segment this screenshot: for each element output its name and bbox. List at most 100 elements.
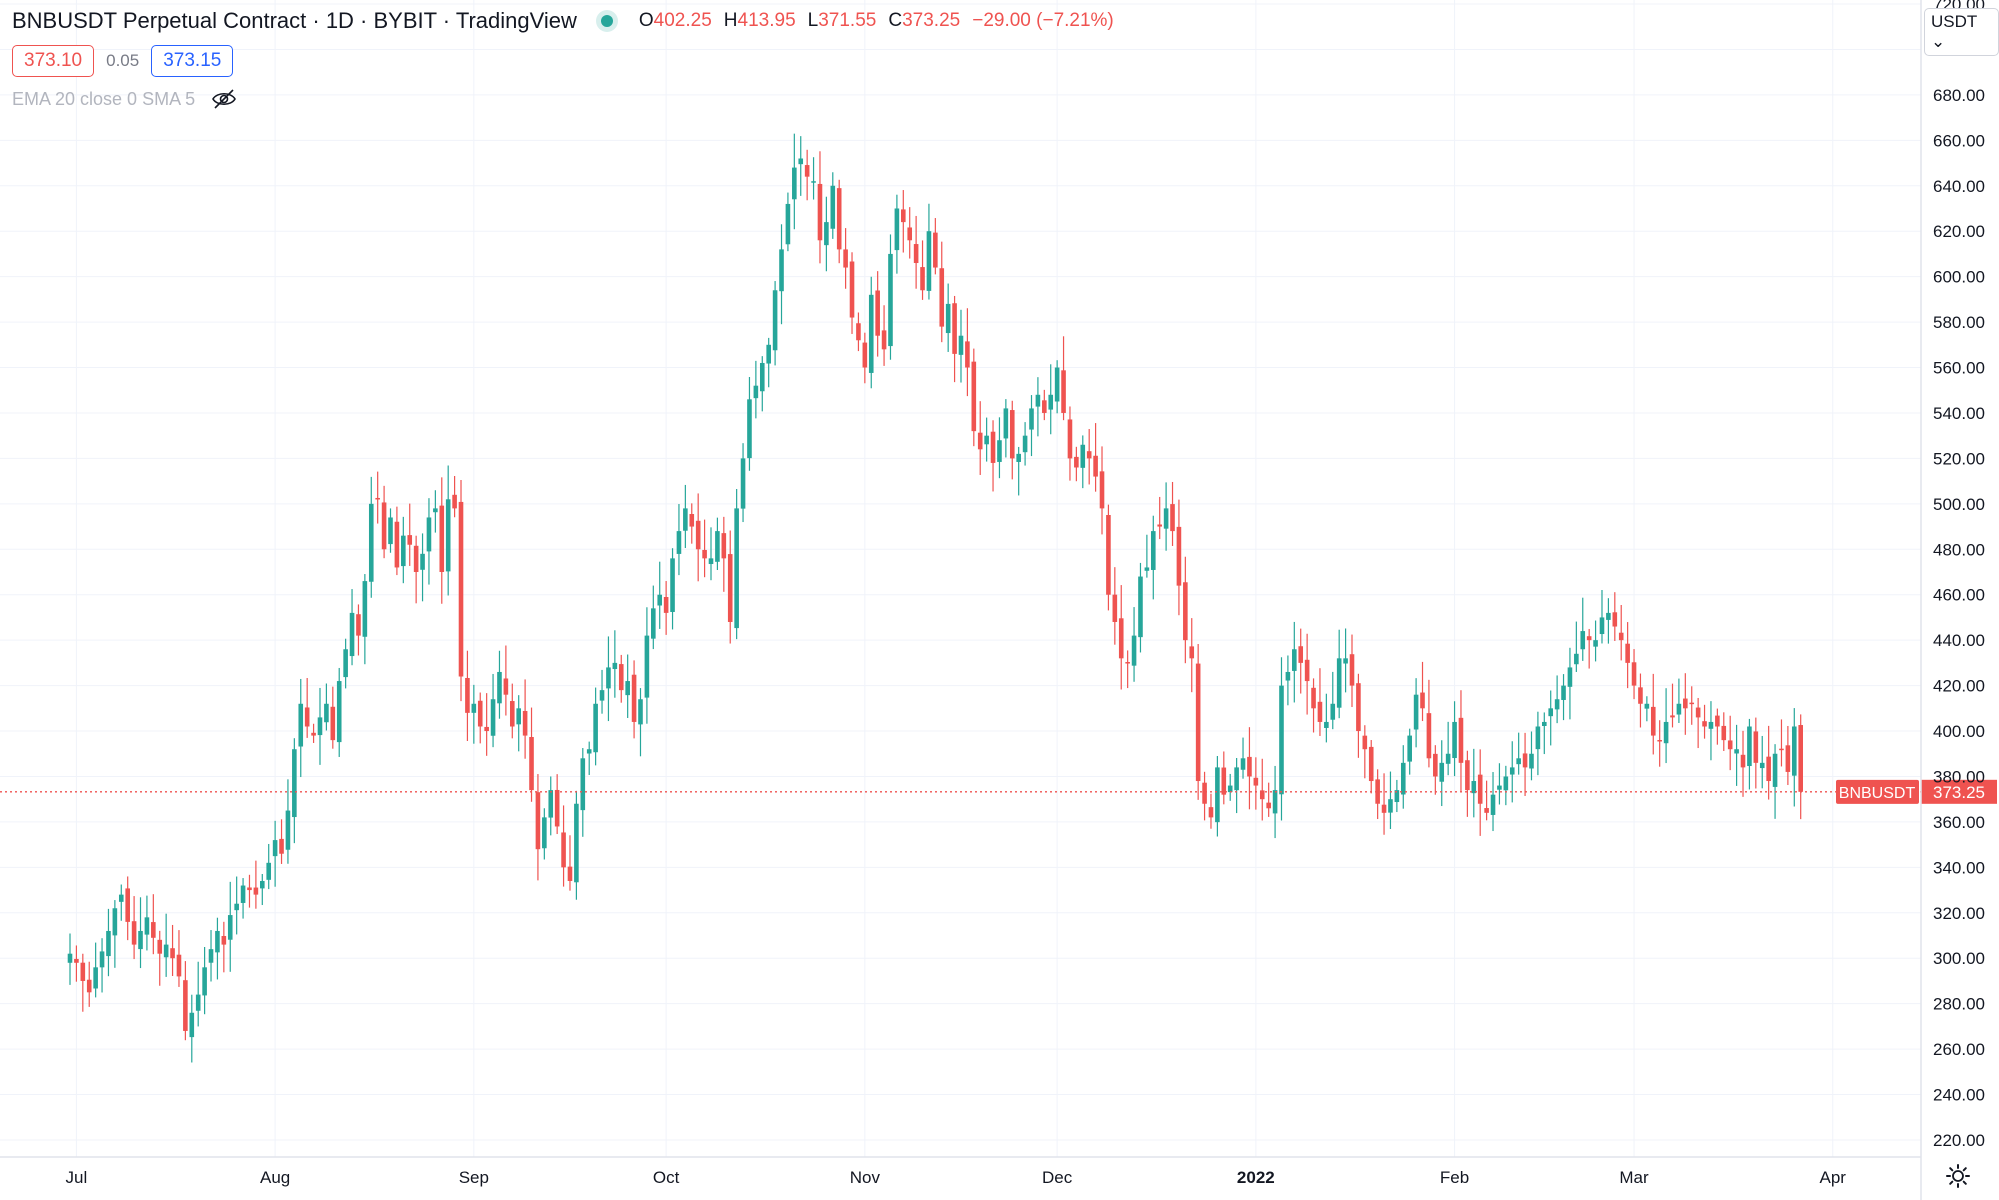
candle-body: [388, 517, 393, 545]
candle: [1157, 496, 1162, 540]
last-price-tag-label: 373.25: [1933, 783, 1985, 802]
x-tick-label: 2022: [1237, 1168, 1275, 1187]
candle: [875, 271, 880, 357]
candle-body: [631, 674, 637, 722]
candle-body: [1292, 649, 1297, 671]
candle: [311, 723, 316, 743]
candle-body: [1503, 776, 1509, 791]
candle-body: [1644, 703, 1650, 709]
candle-body: [195, 994, 201, 1011]
candle-body: [336, 681, 342, 743]
candle: [772, 281, 778, 366]
candle-body: [529, 737, 534, 791]
candle: [292, 738, 297, 844]
candle-body: [1484, 808, 1489, 813]
candle-body: [702, 549, 707, 559]
candle: [1183, 556, 1188, 664]
candle-body: [439, 505, 445, 572]
candle: [304, 677, 310, 738]
candle: [1189, 618, 1195, 693]
low-label: L: [807, 10, 819, 31]
y-tick-label: 680.00: [1933, 86, 1985, 105]
currency-selector[interactable]: USDT ⌄: [1924, 8, 1999, 56]
candle: [490, 673, 496, 748]
candle: [317, 687, 323, 765]
eye-off-icon[interactable]: [211, 88, 237, 110]
candle-body: [426, 517, 432, 552]
candle: [1099, 446, 1105, 535]
candle: [926, 203, 932, 300]
candle-body: [1689, 702, 1695, 705]
candle-body: [798, 158, 804, 165]
y-tick-label: 400.00: [1933, 722, 1985, 741]
candle-body: [913, 244, 919, 264]
indicator-row[interactable]: EMA 20 close 0 SMA 5: [12, 88, 237, 110]
candle-body: [1657, 739, 1662, 742]
candle-body: [1554, 699, 1560, 710]
candle: [1400, 745, 1406, 809]
candle-body: [836, 188, 842, 250]
candle: [477, 692, 483, 744]
candle: [99, 938, 105, 993]
candle: [1349, 634, 1355, 708]
candle-body: [1509, 767, 1515, 775]
ohlc-values: O 402.25 H 413.95 L 371.55 C 373.25 −29.00 (…: [639, 10, 1114, 32]
settings-gear-icon[interactable]: [1945, 1163, 1971, 1189]
candle-body: [465, 677, 470, 713]
price-axis: 220.00 240.00 260.00 280.00 300.00 320.00 340.…: [1920, 0, 1985, 1200]
candle-body: [907, 227, 913, 241]
candle: [1093, 423, 1098, 492]
symbol-title[interactable]: BNBUSDT Perpetual Contract · 1D · BYBIT …: [12, 8, 577, 33]
candle: [856, 312, 861, 352]
sell-price-button[interactable]: 373.10: [12, 45, 95, 77]
candle: [548, 776, 554, 836]
candle-body: [1330, 703, 1336, 720]
candle: [1727, 715, 1733, 771]
candle: [1606, 598, 1611, 644]
candle: [1548, 690, 1554, 746]
candle: [1612, 592, 1618, 641]
candle-body: [856, 323, 861, 341]
candle-body: [99, 951, 105, 968]
candle-body: [1702, 721, 1707, 727]
candle: [836, 179, 842, 264]
candle-body: [80, 962, 86, 981]
candle: [1067, 406, 1073, 481]
candle: [1715, 708, 1720, 745]
candle-body: [901, 209, 906, 223]
candle-body: [843, 249, 848, 268]
candle: [1516, 732, 1521, 775]
candle: [285, 779, 291, 864]
candle: [1689, 686, 1695, 725]
candle-body: [817, 183, 823, 241]
candle-body: [958, 335, 964, 355]
candle-body: [93, 967, 98, 989]
candle-body: [1708, 721, 1714, 729]
candle-body: [509, 701, 515, 727]
candle-body: [471, 703, 477, 713]
candle-body: [1567, 667, 1573, 687]
candle-body: [356, 614, 361, 636]
candle-body: [298, 703, 304, 747]
indicator-label[interactable]: EMA 20 close 0 SMA 5: [12, 88, 196, 109]
candle-body: [1099, 471, 1105, 509]
candle: [1048, 364, 1054, 435]
buy-price-button[interactable]: 373.15: [151, 45, 234, 77]
candle-body: [1439, 762, 1445, 782]
candle-body: [247, 887, 252, 891]
candle: [1144, 534, 1150, 578]
candle-body: [208, 949, 214, 963]
candle-body: [1009, 410, 1015, 459]
candle: [458, 479, 464, 702]
open-value: 402.25: [653, 10, 712, 31]
candle: [753, 360, 759, 419]
candle-body: [644, 635, 650, 698]
candle: [1086, 428, 1092, 485]
candle: [1381, 773, 1387, 835]
candle: [1375, 769, 1380, 820]
candle: [593, 687, 598, 766]
candle-body: [676, 531, 682, 554]
candle: [1227, 773, 1233, 801]
candle: [567, 835, 573, 891]
